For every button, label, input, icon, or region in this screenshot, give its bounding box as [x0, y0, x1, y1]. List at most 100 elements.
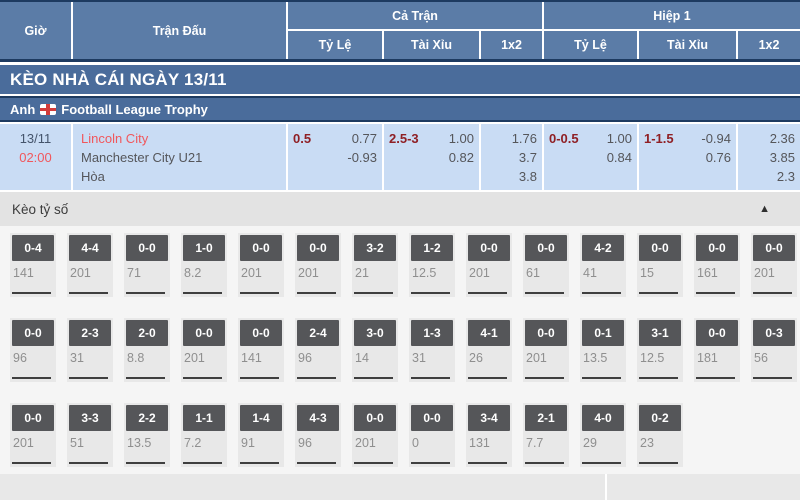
score-odds-card[interactable]: 0-0 201 [238, 233, 284, 297]
score-odds-card[interactable]: 1-0 8.2 [181, 233, 227, 297]
half-1x2-away[interactable]: 2.3 [776, 169, 795, 184]
correct-score-header[interactable]: Kèo tỷ số ▲ [0, 192, 800, 226]
header-half-1x2: 1x2 [738, 31, 800, 59]
score-odds-card[interactable]: 0-0 201 [751, 233, 797, 297]
full-handicap-odds-away[interactable]: -0.93 [347, 150, 377, 165]
score-odds-card[interactable]: 3-4 131 [466, 403, 512, 467]
score-odds-card[interactable]: 0-0 201 [181, 318, 227, 382]
score-chip: 0-3 [753, 320, 795, 346]
score-odds-value: 14 [355, 351, 369, 365]
score-chip: 0-0 [468, 235, 510, 261]
score-odds-card[interactable]: 0-0 71 [124, 233, 170, 297]
half-handicap-odds-away[interactable]: 0.84 [606, 150, 632, 165]
half-over-under-cell[interactable]: 1-1.5 -0.94 0.76 [639, 124, 736, 190]
score-odds-card[interactable]: 0-0 181 [694, 318, 740, 382]
full-handicap-line: 0.5 [293, 131, 312, 146]
away-team[interactable]: Manchester City U21 [81, 150, 203, 165]
score-chip: 0-0 [297, 235, 339, 261]
score-odds-card[interactable]: 0-1 13.5 [580, 318, 626, 382]
score-odds-card[interactable]: 1-3 31 [409, 318, 455, 382]
odds-underline [12, 377, 51, 379]
score-odds-card[interactable]: 0-0 0 [409, 403, 455, 467]
score-odds-card[interactable]: 2-1 7.7 [523, 403, 569, 467]
league-bar[interactable]: Anh Football League Trophy [0, 96, 800, 122]
score-odds-value: 201 [184, 351, 205, 365]
score-odds-card[interactable]: 2-2 13.5 [124, 403, 170, 467]
full-1x2-home[interactable]: 1.76 [511, 131, 537, 146]
score-chip: 1-1 [183, 405, 225, 431]
half-1x2-draw[interactable]: 3.85 [769, 150, 795, 165]
odds-underline [240, 462, 279, 464]
full-1x2-away[interactable]: 3.8 [518, 169, 537, 184]
england-flag-icon [40, 103, 57, 115]
odds-underline [696, 377, 735, 379]
match-teams-cell[interactable]: Lincoln City Manchester City U21 Hòa [73, 124, 286, 190]
score-odds-card[interactable]: 3-0 14 [352, 318, 398, 382]
score-odds-card[interactable]: 2-3 31 [67, 318, 113, 382]
full-handicap-odds-home[interactable]: 0.77 [351, 131, 377, 146]
score-odds-value: 13.5 [127, 436, 152, 450]
score-odds-card[interactable]: 0-0 201 [10, 403, 56, 467]
score-odds-card[interactable]: 0-4 141 [10, 233, 56, 297]
score-odds-card[interactable]: 3-1 12.5 [637, 318, 683, 382]
score-odds-card[interactable]: 0-0 61 [523, 233, 569, 297]
full-1x2-draw[interactable]: 3.7 [518, 150, 537, 165]
score-odds-card[interactable]: 4-3 96 [295, 403, 341, 467]
score-odds-value: 201 [13, 436, 34, 450]
odds-underline [411, 462, 450, 464]
score-odds-card[interactable]: 4-1 26 [466, 318, 512, 382]
score-odds-card[interactable]: 1-1 7.2 [181, 403, 227, 467]
header-half-handicap: Tỷ Lệ [544, 31, 637, 59]
full-handicap-cell[interactable]: 0.5 0.77 -0.93 [288, 124, 382, 190]
score-odds-card[interactable]: 0-0 96 [10, 318, 56, 382]
score-odds-card[interactable]: 0-0 201 [295, 233, 341, 297]
half-handicap-cell[interactable]: 0-0.5 1.00 0.84 [544, 124, 637, 190]
score-odds-card[interactable]: 0-0 161 [694, 233, 740, 297]
home-team[interactable]: Lincoln City [81, 131, 149, 146]
score-odds-card[interactable]: 4-0 29 [580, 403, 626, 467]
score-odds-card[interactable]: 1-4 91 [238, 403, 284, 467]
half-1x2-cell[interactable]: 2.36 3.85 2.3 [738, 124, 800, 190]
next-section-strip [0, 474, 800, 500]
score-chip: 0-0 [240, 235, 282, 261]
score-odds-card[interactable]: 3-3 51 [67, 403, 113, 467]
score-chip: 0-0 [696, 235, 738, 261]
score-odds-card[interactable]: 2-0 8.8 [124, 318, 170, 382]
score-odds-card[interactable]: 0-0 141 [238, 318, 284, 382]
score-odds-card[interactable]: 0-0 201 [523, 318, 569, 382]
odds-underline [582, 292, 621, 294]
score-odds-value: 15 [640, 266, 654, 280]
draw-label: Hòa [81, 169, 105, 184]
full-over-odds[interactable]: 1.00 [448, 131, 474, 146]
score-odds-value: 96 [298, 436, 312, 450]
half-handicap-odds-home[interactable]: 1.00 [606, 131, 632, 146]
half-under-odds[interactable]: 0.76 [705, 150, 731, 165]
score-odds-card[interactable]: 0-0 201 [352, 403, 398, 467]
collapse-arrow-icon[interactable]: ▲ [759, 203, 770, 215]
score-odds-card[interactable]: 4-4 201 [67, 233, 113, 297]
score-odds-card[interactable]: 0-0 201 [466, 233, 512, 297]
score-odds-card[interactable]: 0-3 56 [751, 318, 797, 382]
score-odds-value: 8.8 [127, 351, 145, 365]
half-over-odds[interactable]: -0.94 [701, 131, 731, 146]
score-chip: 2-0 [126, 320, 168, 346]
odds-underline [696, 292, 735, 294]
header-full-1x2: 1x2 [481, 31, 542, 59]
score-odds-card[interactable]: 3-2 21 [352, 233, 398, 297]
score-odds-card[interactable]: 4-2 41 [580, 233, 626, 297]
score-odds-value: 13.5 [583, 351, 608, 365]
full-over-under-cell[interactable]: 2.5-3 1.00 0.82 [384, 124, 479, 190]
score-odds-value: 31 [412, 351, 426, 365]
odds-underline [468, 377, 507, 379]
full-1x2-cell[interactable]: 1.76 3.7 3.8 [481, 124, 542, 190]
score-odds-card[interactable]: 0-0 15 [637, 233, 683, 297]
score-odds-card[interactable]: 2-4 96 [295, 318, 341, 382]
full-under-odds[interactable]: 0.82 [448, 150, 474, 165]
score-chip: 0-4 [12, 235, 54, 261]
half-1x2-home[interactable]: 2.36 [769, 131, 795, 146]
score-odds-card[interactable]: 1-2 12.5 [409, 233, 455, 297]
odds-underline [525, 377, 564, 379]
match-time-cell: 13/11 02:00 [0, 124, 71, 190]
match-row: 13/11 02:00 Lincoln City Manchester City… [0, 124, 800, 190]
score-odds-card[interactable]: 0-2 23 [637, 403, 683, 467]
